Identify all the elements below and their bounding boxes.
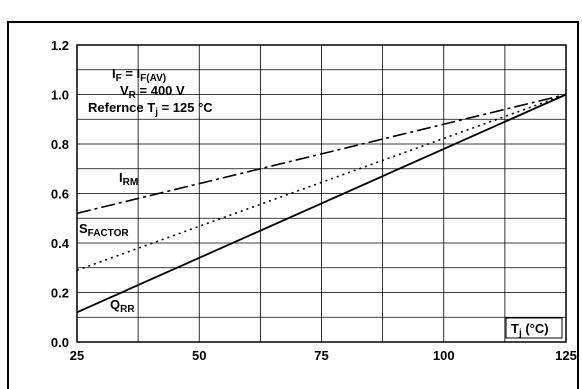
x-tick-label: 50 bbox=[192, 348, 206, 363]
grid bbox=[77, 45, 566, 342]
y-tick-label: 1.0 bbox=[51, 88, 69, 103]
x-tick-labels: 25 50 75 100 125 bbox=[70, 348, 577, 363]
annotation-line-3: Refernce Tj = 125 °C bbox=[88, 100, 213, 118]
y-tick-label: 0.6 bbox=[51, 187, 69, 202]
figure-frame bbox=[7, 21, 579, 389]
x-axis-label-box bbox=[505, 317, 563, 339]
y-tick-label: 1.2 bbox=[51, 38, 69, 53]
plot-frame bbox=[76, 44, 567, 343]
series-line-qrr bbox=[76, 93, 567, 314]
y-tick-label: 0.8 bbox=[51, 137, 69, 152]
series-line-irm bbox=[76, 93, 567, 215]
series-label-sfactor: SFACTOR bbox=[79, 221, 129, 239]
annotation-line-2: VR = 400 V bbox=[120, 83, 185, 101]
annotation-line-1: IF = IF(AV) bbox=[112, 66, 166, 84]
series-label-irm: IRM bbox=[119, 170, 138, 188]
y-tick-label: 0.4 bbox=[51, 236, 70, 251]
x-tick-label: 100 bbox=[433, 348, 455, 363]
series-line-sfactor bbox=[76, 93, 567, 271]
x-tick-label: 125 bbox=[555, 348, 577, 363]
x-tick-label: 75 bbox=[314, 348, 328, 363]
y-tick-label: 0.2 bbox=[51, 286, 69, 301]
x-tick-label: 25 bbox=[70, 348, 84, 363]
y-tick-label: 0.0 bbox=[51, 335, 69, 350]
y-tick-labels: 0.0 0.2 0.4 0.6 0.8 1.0 1.2 bbox=[51, 38, 70, 350]
x-axis-label: Tj (°C) bbox=[511, 321, 549, 339]
series-label-qrr: QRR bbox=[110, 297, 135, 315]
series-group bbox=[76, 93, 567, 314]
